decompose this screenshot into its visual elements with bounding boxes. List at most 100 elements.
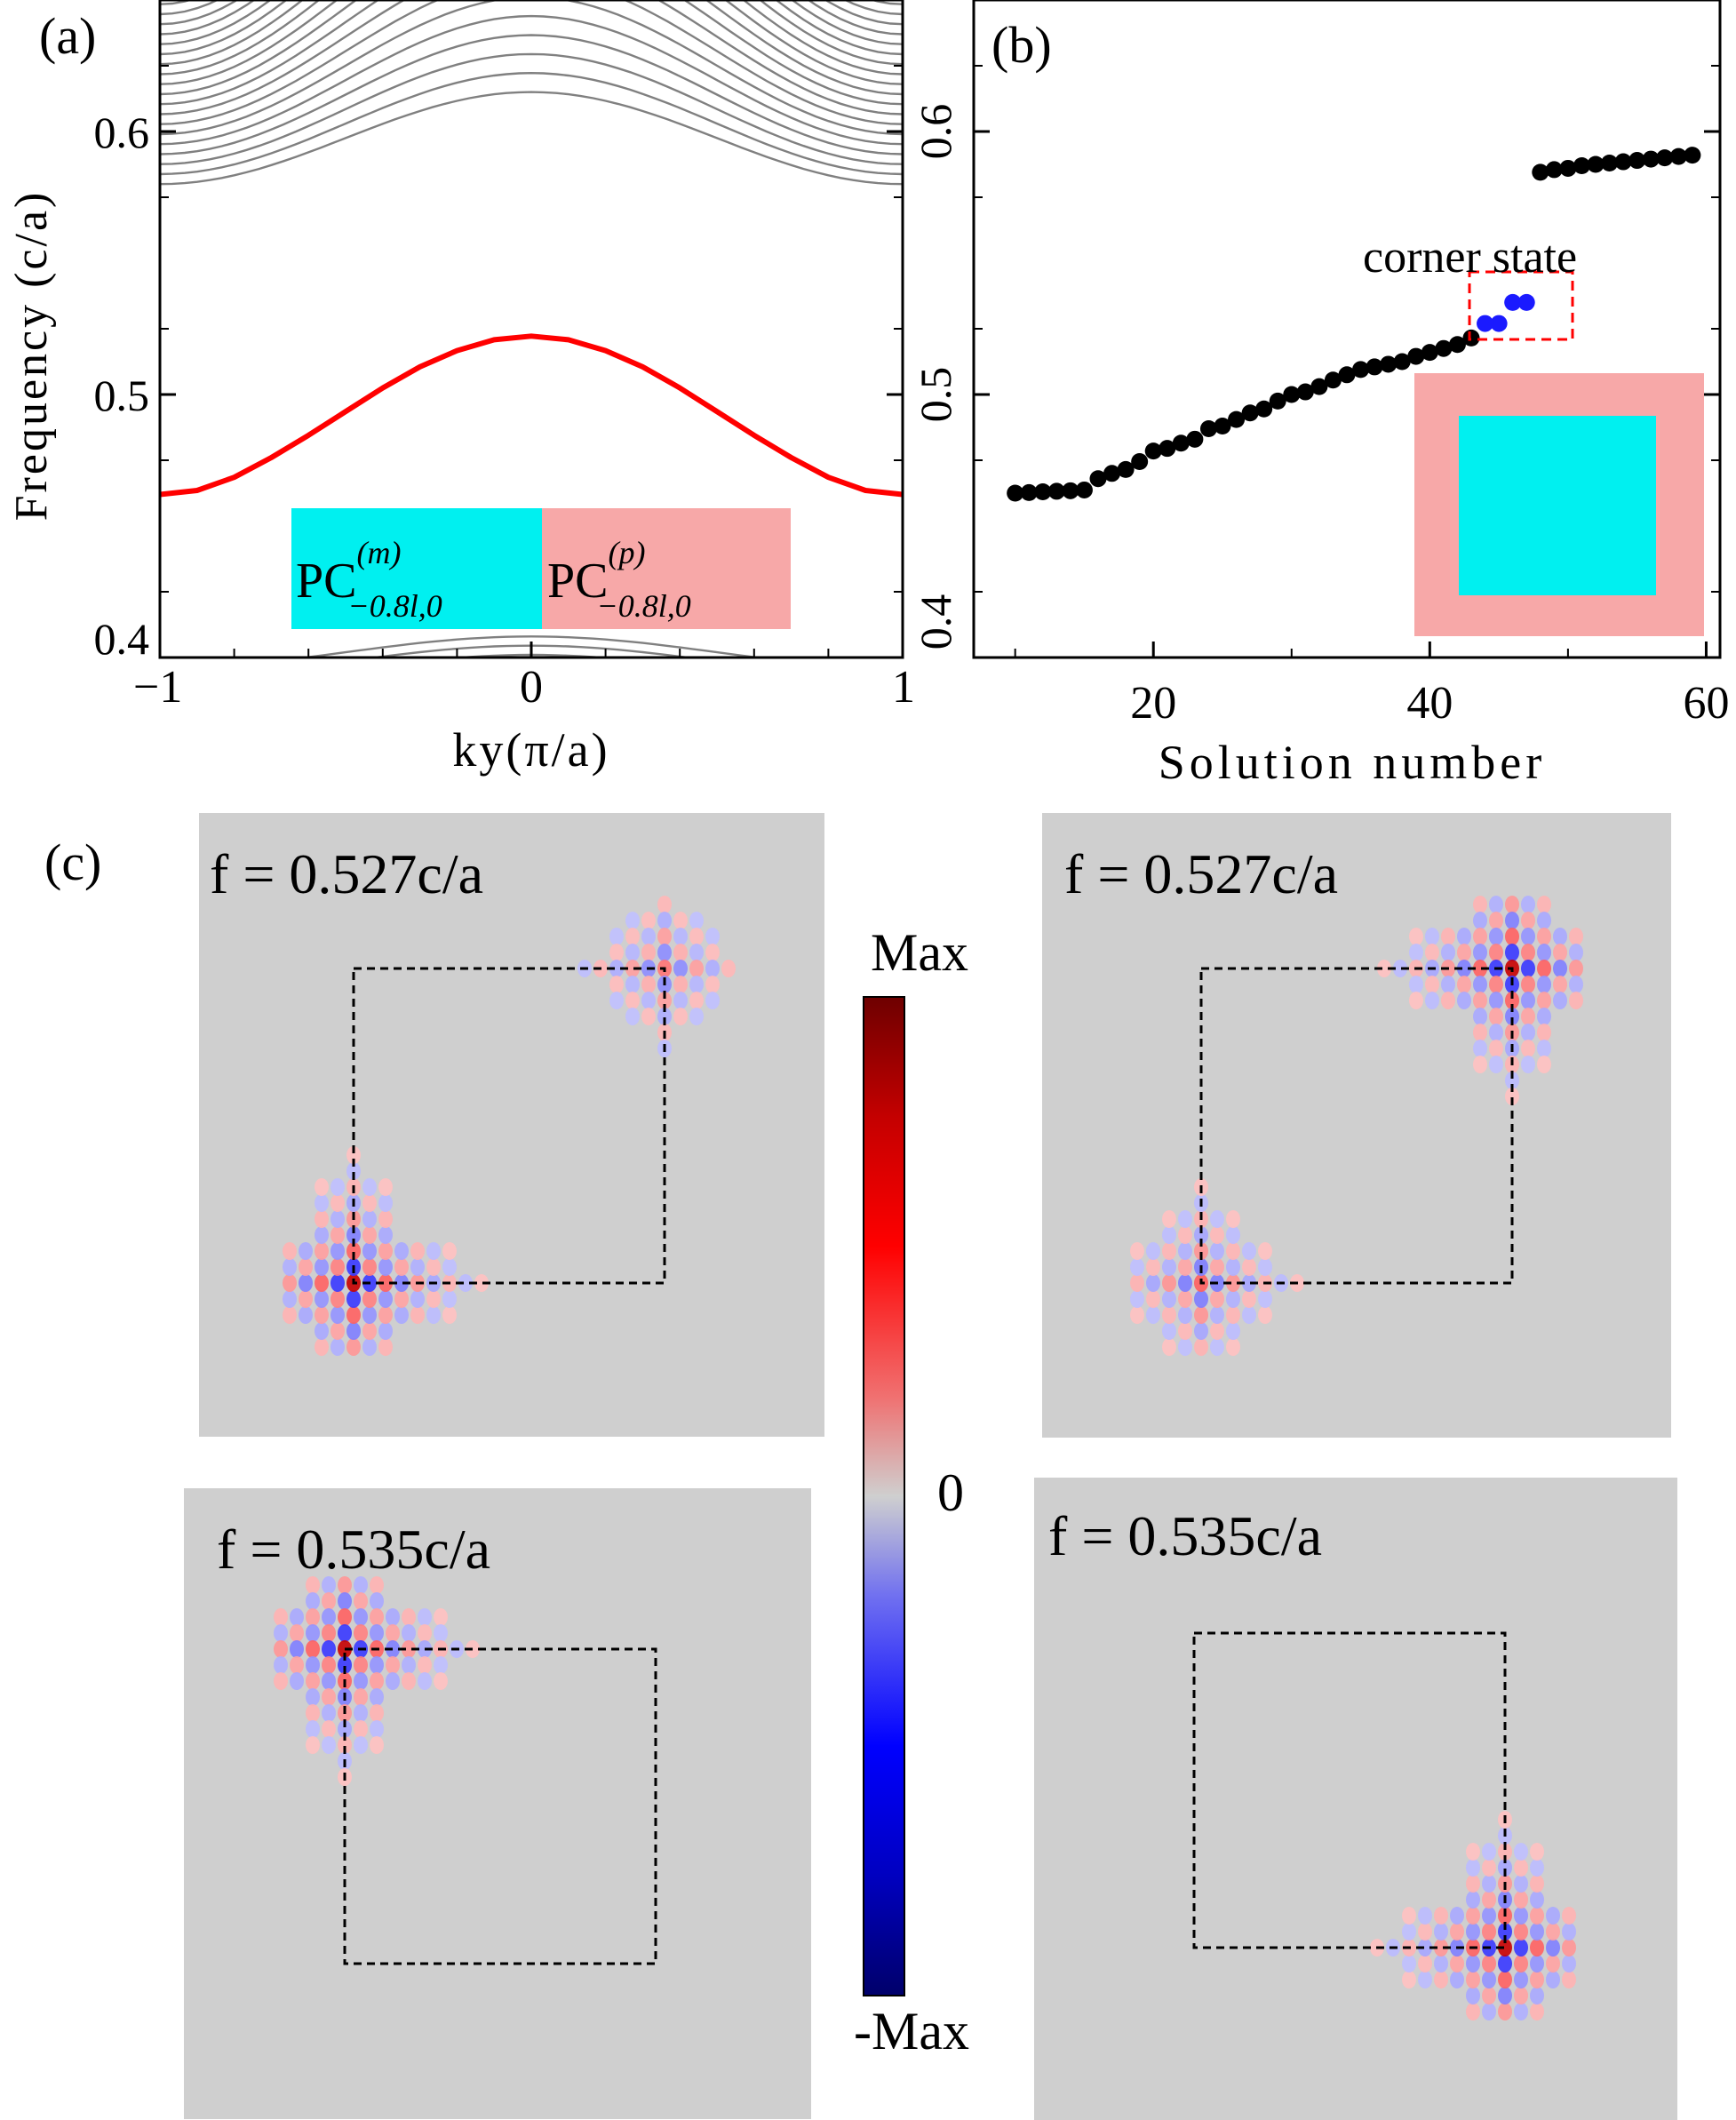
field-lobe	[625, 976, 640, 993]
field-lobe	[1537, 1024, 1551, 1041]
field-lobe	[1514, 1859, 1528, 1877]
field-lobe	[1226, 1258, 1240, 1276]
corner-state-point	[1477, 315, 1494, 332]
field-lobe	[1546, 1971, 1560, 1988]
field-lobe	[1489, 1040, 1503, 1057]
field-lobe	[434, 1672, 448, 1690]
field-lobe	[402, 1672, 416, 1690]
field-lobe	[378, 1274, 393, 1292]
field-lobe	[362, 1242, 377, 1260]
field-lobe	[306, 1640, 320, 1658]
field-lobe	[362, 1258, 377, 1276]
field-lobe	[418, 1608, 432, 1626]
field-lobe	[290, 1672, 304, 1690]
panel-label-c: (c)	[44, 833, 101, 891]
bulk-band-line	[160, 52, 903, 165]
field-lobe	[394, 1274, 409, 1292]
field-lobe	[306, 1672, 320, 1690]
field-lobe	[290, 1656, 304, 1674]
bulk-band-line	[160, 0, 903, 76]
solution-point	[1089, 470, 1107, 488]
field-lobe	[306, 1656, 320, 1674]
field-lobe	[1130, 1258, 1144, 1276]
field-lobe	[1162, 1338, 1176, 1356]
field-lobe	[1178, 1258, 1192, 1276]
structure-inset	[1414, 373, 1704, 636]
field-lobes	[274, 1576, 480, 1786]
solution-point	[1448, 336, 1466, 354]
field-lobe	[1530, 1843, 1544, 1861]
field-lobe	[641, 944, 656, 961]
field-lobe	[410, 1306, 425, 1324]
solution-point	[1020, 483, 1038, 501]
field-lobe	[1514, 1939, 1528, 1957]
field-lobe	[641, 976, 656, 993]
field-lobe	[1498, 1923, 1512, 1941]
field-lobe	[1466, 1843, 1480, 1861]
field-lobe	[354, 1592, 368, 1610]
field-lobe	[338, 1736, 352, 1754]
solution-point	[1117, 460, 1135, 478]
panel-label-a: (a)	[39, 7, 96, 65]
field-lobe	[1146, 1290, 1160, 1308]
field-lobe	[1569, 928, 1583, 945]
field-lobe	[283, 1290, 297, 1308]
field-lobe	[1489, 992, 1503, 1009]
field-lobe	[1537, 1056, 1551, 1073]
field-lobe	[1441, 928, 1455, 945]
solution-point	[1684, 147, 1701, 164]
solution-point	[1352, 361, 1370, 379]
field-lobe	[1162, 1290, 1176, 1308]
corner-state-highlight-box	[1468, 270, 1574, 341]
field-lobe	[322, 1592, 336, 1610]
field-lobe	[274, 1640, 288, 1658]
field-lobe	[625, 1008, 640, 1025]
field-lobe	[330, 1226, 345, 1244]
field-map-background	[1042, 813, 1671, 1438]
solution-point	[1642, 150, 1660, 168]
field-lobe	[1130, 1274, 1144, 1292]
field-lobe	[1546, 1939, 1560, 1957]
field-lobe	[1466, 1955, 1480, 1973]
solution-point	[1380, 355, 1398, 373]
field-lobe	[1393, 960, 1407, 977]
solution-point	[1062, 482, 1079, 499]
field-lobe	[306, 1736, 320, 1754]
field-lobe	[1146, 1306, 1160, 1324]
x-axis-title-a: ky(π/a)	[452, 723, 609, 777]
field-lobe	[1162, 1274, 1176, 1292]
solution-point	[1421, 344, 1438, 362]
field-lobe	[338, 1624, 352, 1642]
field-lobe	[1226, 1242, 1240, 1260]
field-lobe	[1130, 1242, 1144, 1260]
interface-outline	[343, 1647, 657, 1965]
field-lobe	[362, 1306, 377, 1324]
field-lobe	[1530, 1907, 1544, 1925]
field-lobe	[1210, 1290, 1224, 1308]
interface-outline	[352, 967, 666, 1285]
field-map-background	[184, 1488, 811, 2119]
field-lobe	[705, 960, 720, 977]
y-tick-label: 0.6	[911, 104, 960, 160]
field-lobe	[362, 1226, 377, 1244]
field-lobe	[346, 1242, 361, 1260]
field-lobe	[609, 976, 624, 993]
field-lobe	[346, 1146, 361, 1164]
field-lobe	[1258, 1242, 1272, 1260]
bulk-band-line	[160, 0, 903, 56]
field-lobe	[705, 992, 720, 1009]
field-lobe	[322, 1672, 336, 1690]
field-lobe	[346, 1306, 361, 1324]
field-lobe	[306, 1608, 320, 1626]
field-lobe	[1226, 1210, 1240, 1228]
field-lobe	[1498, 1843, 1512, 1861]
field-lobe	[1194, 1306, 1208, 1324]
field-lobe	[1505, 1072, 1519, 1089]
field-lobe	[1178, 1322, 1192, 1340]
field-lobe	[1226, 1274, 1240, 1292]
field-lobe	[1514, 1875, 1528, 1893]
field-maps-panel: (c) f = 0.527c/a f = 0.527c/a f = 0.535c…	[44, 813, 1677, 2120]
field-lobe	[434, 1608, 448, 1626]
solution-point	[1532, 163, 1549, 181]
